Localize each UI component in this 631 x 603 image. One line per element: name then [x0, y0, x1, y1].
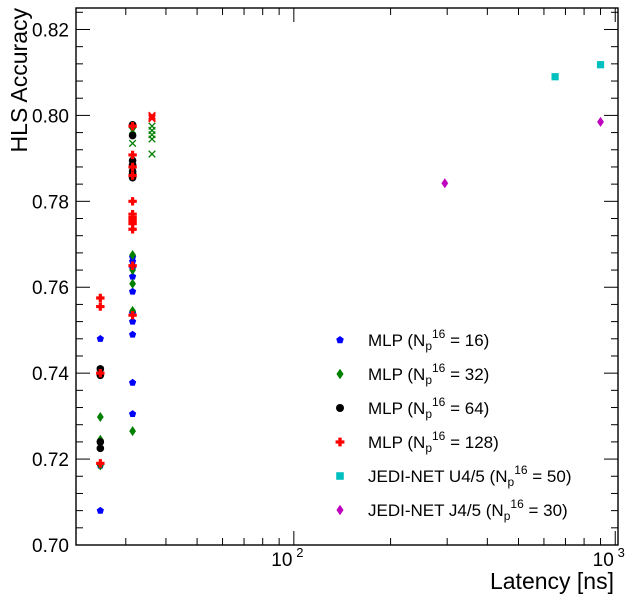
x-tick-label-exponent: 2	[296, 545, 303, 560]
data-point-pentagon	[128, 330, 137, 338]
y-axis-title: HLS Accuracy	[6, 8, 32, 153]
plot-frame	[75, 7, 619, 546]
data-point-plus	[128, 121, 137, 131]
y-tick-label: 0.76	[32, 278, 69, 299]
x-axis-title: Latency [ns]	[490, 568, 614, 594]
data-point-diamond	[129, 305, 136, 316]
legend-marker	[335, 437, 345, 447]
legend-marker	[336, 504, 344, 516]
data-point-circle	[96, 438, 105, 446]
legend-marker	[336, 368, 344, 380]
data-point-pentagon	[128, 410, 137, 418]
data-point-pentagon	[128, 317, 137, 325]
legend-label: MLP (Np16 = 64)	[368, 395, 489, 421]
data-point-pentagon	[128, 287, 137, 295]
data-point-plus	[128, 162, 137, 172]
x-tick-label: 10	[593, 550, 614, 571]
data-point-pentagon	[96, 506, 104, 514]
legend-marker	[336, 404, 344, 412]
data-point-diamond	[441, 178, 449, 189]
data-point-diamond	[129, 278, 136, 289]
x-tick-label: 10	[271, 550, 292, 571]
data-point-diamond	[96, 411, 104, 422]
data-point-pentagon	[128, 378, 137, 386]
legend-label: MLP (Np16 = 128)	[368, 429, 499, 455]
data-point-plus	[128, 171, 137, 180]
data-point-plus	[128, 150, 137, 160]
data-point-cross	[148, 115, 156, 123]
data-point-plus	[128, 197, 137, 206]
data-point-cross	[148, 150, 156, 158]
y-tick-label: 0.72	[32, 450, 69, 471]
legend-marker	[336, 472, 344, 480]
data-point-plus	[96, 302, 105, 311]
y-tick-label: 0.80	[32, 106, 69, 127]
legend-label: MLP (Np16 = 32)	[368, 361, 489, 387]
data-points	[96, 61, 605, 514]
data-point-circle	[128, 131, 137, 140]
legend-marker	[336, 336, 344, 344]
data-point-cross	[148, 113, 156, 122]
y-tick-label: 0.74	[32, 364, 69, 385]
data-point-diamond	[129, 426, 136, 437]
data-point-square	[596, 61, 605, 69]
legend-label: MLP (Np16 = 16)	[368, 327, 489, 353]
data-point-plus	[96, 293, 105, 303]
data-point-plus	[128, 210, 137, 219]
legend: MLP (Np16 = 16) MLP (Np16 = 32) MLP (Np16 …	[335, 327, 572, 523]
y-tick-label: 0.70	[32, 536, 69, 557]
data-point-cross	[148, 122, 156, 130]
data-point-plus	[128, 310, 137, 320]
data-point-cross	[128, 139, 137, 148]
data-point-plus	[96, 459, 105, 468]
data-point-circle	[128, 167, 137, 176]
data-point-pentagon	[96, 334, 104, 342]
axis-ticks	[76, 8, 618, 546]
data-point-pentagon	[128, 272, 137, 280]
data-point-circle	[96, 365, 105, 373]
data-point-circle	[96, 444, 105, 453]
data-point-diamond	[597, 116, 604, 127]
data-point-diamond	[129, 265, 136, 276]
data-point-plus	[128, 261, 137, 270]
data-point-cross	[148, 111, 156, 120]
y-tick-label: 0.78	[32, 192, 69, 213]
legend-label: JEDI-NET J4/5 (Np16 = 30)	[368, 497, 568, 523]
data-point-square	[551, 73, 559, 81]
data-point-plus	[96, 368, 105, 378]
data-point-plus	[128, 225, 137, 234]
y-tick-label: 0.82	[32, 20, 69, 41]
x-tick-label-exponent: 3	[618, 545, 625, 560]
tick-labels: 0.70 0.72 0.74 0.76 0.78 0.80 0.82 10 2 10 3	[32, 20, 625, 571]
legend-label: JEDI-NET U4/5 (Np16 = 50)	[368, 463, 572, 489]
data-point-circle	[128, 156, 137, 165]
data-point-diamond	[129, 250, 136, 261]
